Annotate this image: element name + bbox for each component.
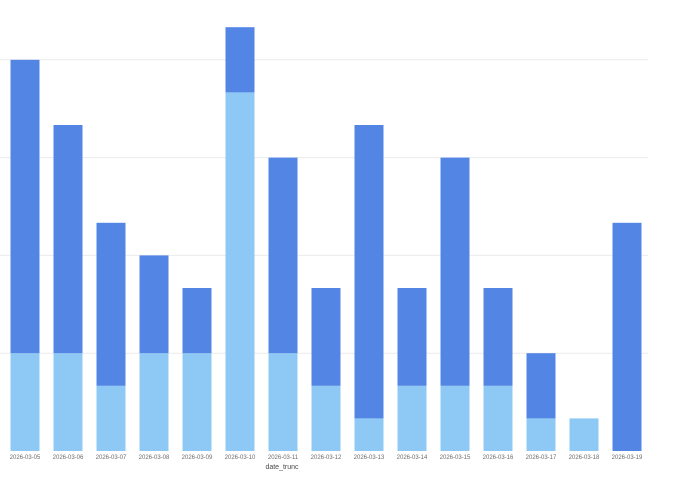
x-tick-label: 2026-03-10	[225, 455, 256, 461]
x-tick-label: 2026-03-18	[569, 455, 600, 461]
x-tick-label: 2026-03-06	[53, 455, 84, 461]
bar-segment-series-1[interactable]	[182, 353, 212, 451]
bar-segment-series-1[interactable]	[53, 353, 83, 451]
x-tick-labels: 2026-03-05 2026-03-06 2026-03-07 2026-03-08…	[10, 455, 643, 461]
bar-segment-series-1[interactable]	[483, 385, 513, 451]
bar-segment-series-1[interactable]	[268, 353, 298, 451]
bar-segment-series-2[interactable]	[526, 353, 556, 419]
bar-segment-series-2[interactable]	[397, 288, 427, 386]
bar-segment-series-1[interactable]	[225, 92, 255, 452]
bar-segment-series-1[interactable]	[311, 385, 341, 451]
x-tick-label: 2026-03-16	[483, 455, 514, 461]
x-tick-label: 2026-03-15	[440, 455, 471, 461]
bar-segment-series-2[interactable]	[440, 157, 470, 386]
bar-segment-series-1[interactable]	[526, 418, 556, 451]
bar-segment-series-1[interactable]	[354, 418, 384, 451]
x-tick-label: 2026-03-17	[526, 455, 557, 461]
bar-segment-series-2[interactable]	[139, 255, 169, 354]
bar-segment-series-2[interactable]	[612, 222, 642, 451]
bar-segment-series-1[interactable]	[10, 353, 40, 451]
bar-segment-series-2[interactable]	[311, 288, 341, 386]
bar-segment-series-1[interactable]	[569, 418, 599, 451]
bar-segment-series-2[interactable]	[182, 288, 212, 354]
bar-segment-series-2[interactable]	[225, 27, 255, 93]
x-tick-label: 2026-03-14	[397, 455, 428, 461]
x-tick-label: 2026-03-12	[311, 455, 342, 461]
bar-segment-series-2[interactable]	[10, 59, 40, 354]
x-tick-label: 2026-03-11	[268, 455, 299, 461]
bar-segment-series-2[interactable]	[354, 125, 384, 419]
x-tick-label: 2026-03-19	[612, 455, 643, 461]
bar-segment-series-2[interactable]	[96, 222, 126, 386]
x-axis-title: date_trunc	[265, 464, 299, 471]
bar-segment-series-1[interactable]	[139, 353, 169, 451]
x-tick-label: 2026-03-09	[182, 455, 213, 461]
x-tick-label: 2026-03-08	[139, 455, 170, 461]
bar-segment-series-2[interactable]	[53, 125, 83, 354]
bars	[10, 27, 642, 452]
x-tick-label: 2026-03-07	[96, 455, 127, 461]
bar-segment-series-1[interactable]	[397, 385, 427, 451]
x-tick-label: 2026-03-13	[354, 455, 385, 461]
bar-segment-series-1[interactable]	[96, 385, 126, 451]
bar-segment-series-2[interactable]	[483, 288, 513, 386]
x-tick-label: 2026-03-05	[10, 455, 41, 461]
bar-segment-series-2[interactable]	[268, 157, 298, 354]
bar-segment-series-1[interactable]	[440, 385, 470, 451]
